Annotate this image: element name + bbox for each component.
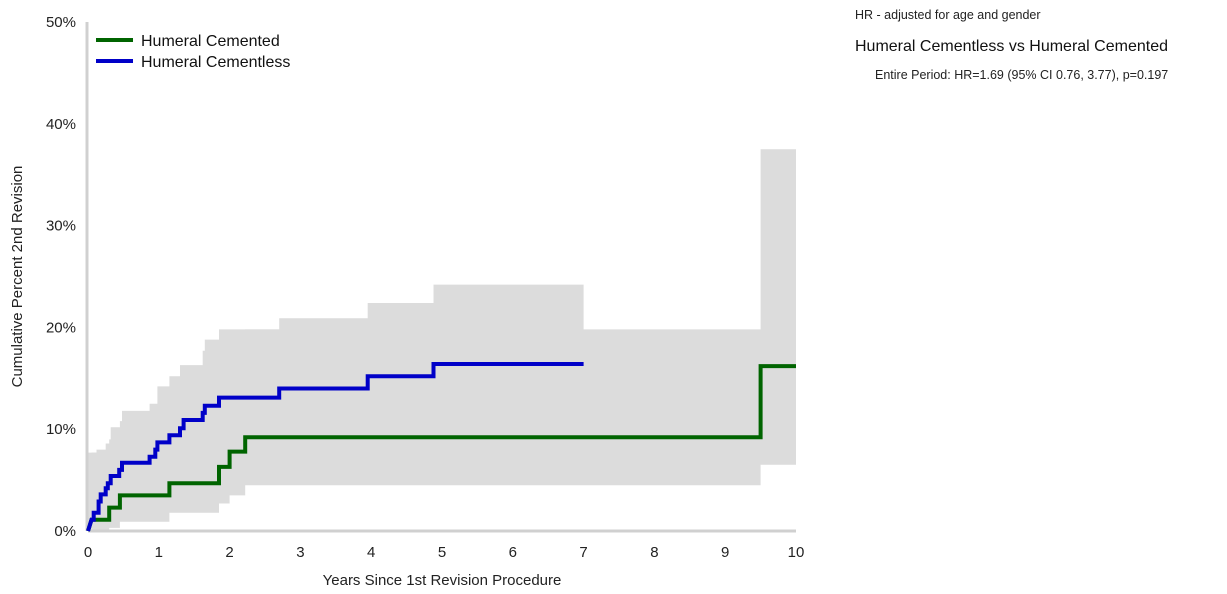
comparison-heading: Humeral Cementless vs Humeral Cemented (855, 38, 1168, 55)
x-tick-label: 1 (155, 544, 163, 561)
y-tick-label: 0% (54, 523, 76, 540)
x-axis-title: Years Since 1st Revision Procedure (323, 572, 562, 589)
y-tick-label: 20% (46, 319, 76, 336)
x-tick-label: 3 (296, 544, 304, 561)
x-tick-label: 0 (84, 544, 92, 561)
series-lines (86, 362, 796, 532)
x-tick-label: 5 (438, 544, 446, 561)
confidence-bands (88, 149, 796, 532)
series-line-2 (86, 362, 584, 532)
survival-chart: 0 1 2 3 4 5 6 7 8 9 10 0% 10% 20% 30% 40% 50% Years Sinc… (9, 14, 804, 589)
legend-label: Humeral Cementless (141, 54, 290, 71)
legend: Humeral Cemented Humeral Cementless (96, 33, 290, 71)
axes (85, 22, 796, 533)
hr-adjustment-note: HR - adjusted for age and gender (855, 8, 1041, 22)
x-tick-label: 8 (650, 544, 658, 561)
y-tick-label: 50% (46, 14, 76, 31)
tick-labels: 0 1 2 3 4 5 6 7 8 9 10 0% 10% 20% 30% 40% 50% (46, 14, 804, 561)
x-tick-label: 4 (367, 544, 375, 561)
y-axis-title: Cumulative Percent 2nd Revision (9, 166, 26, 388)
series-line-1 (86, 364, 796, 532)
y-tick-label: 10% (46, 421, 76, 438)
x-tick-label: 6 (509, 544, 517, 561)
y-tick-label: 40% (46, 116, 76, 133)
x-tick-label: 2 (225, 544, 233, 561)
legend-label: Humeral Cemented (141, 33, 280, 50)
y-tick-label: 30% (46, 218, 76, 235)
ci-band-2 (88, 284, 584, 531)
x-tick-label: 7 (579, 544, 587, 561)
x-tick-label: 10 (788, 544, 805, 561)
x-tick-label: 9 (721, 544, 729, 561)
entire-period-hr: Entire Period: HR=1.69 (95% CI 0.76, 3.7… (875, 68, 1169, 82)
